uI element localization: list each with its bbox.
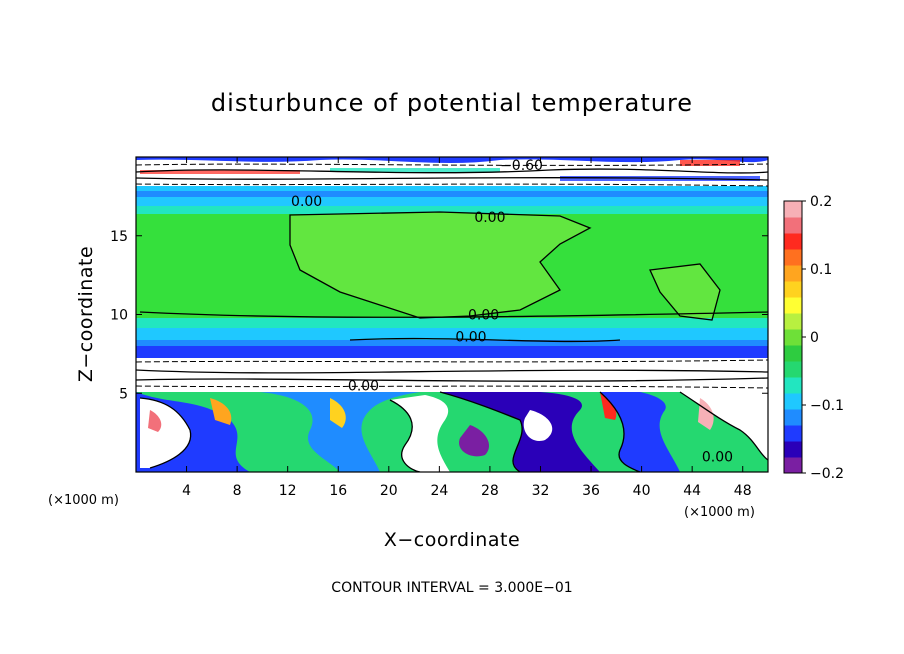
x-tick-label: 20 <box>380 483 398 499</box>
colorbar-segment <box>784 361 802 378</box>
colorbar-segment <box>784 201 802 218</box>
colorbar-segment <box>784 409 802 426</box>
contour-interval-text: CONTOUR INTERVAL = 3.000E−01 <box>331 580 572 596</box>
x-tick-label: 24 <box>430 483 448 499</box>
contour-lines <box>136 168 768 472</box>
contour-label: 0.00 <box>702 449 733 465</box>
x-tick-label: 44 <box>683 483 701 499</box>
colorbar-segment <box>784 233 802 250</box>
colorbar-tick-label: 0 <box>810 330 819 346</box>
contour-label: 0.00 <box>474 210 505 226</box>
plot-area: 0.00 0.00 0.00 0.00 0.00 0.00 −0.60 <box>136 157 768 472</box>
x-tick-label: 8 <box>233 483 242 499</box>
y-tick-label: 10 <box>110 308 128 324</box>
y-tick-label: 15 <box>110 229 128 245</box>
colorbar-segment <box>784 393 802 410</box>
x-tick-label: 12 <box>279 483 297 499</box>
contour-label: 0.00 <box>348 378 379 394</box>
colorbar-segment <box>784 377 802 394</box>
y-unit-label: (×1000 m) <box>48 493 119 508</box>
contour-label: −0.60 <box>500 158 543 174</box>
x-unit-label: (×1000 m) <box>684 505 755 520</box>
y-axis-label: Z−coordinate <box>75 246 97 382</box>
colorbar-segment <box>784 441 802 458</box>
colorbar: 0.2 0.1 0 −0.1 −0.2 <box>783 194 844 482</box>
colorbar-segment <box>784 425 802 442</box>
x-tick-label: 16 <box>329 483 347 499</box>
contour-labels: 0.00 0.00 0.00 0.00 0.00 0.00 −0.60 <box>291 158 733 465</box>
x-tick-label: 48 <box>734 483 752 499</box>
contour-label: 0.00 <box>468 308 499 324</box>
colorbar-tick-label: 0.1 <box>810 262 832 278</box>
colorbar-segment <box>784 265 802 282</box>
colorbar-segment <box>784 281 802 298</box>
colorbar-tick-label: −0.1 <box>810 398 844 414</box>
colorbar-segment <box>784 457 802 474</box>
colorbar-tick-label: 0.2 <box>810 194 832 210</box>
x-tick-label: 36 <box>582 483 600 499</box>
negative-contours <box>136 163 768 389</box>
colorbar-segment <box>784 249 802 266</box>
contour-label: 0.00 <box>455 330 486 346</box>
y-axis: 5 10 15 <box>110 229 768 402</box>
chart-title: disturbunce of potential temperature <box>211 89 693 117</box>
colorbar-segment <box>784 297 802 314</box>
x-tick-label: 4 <box>182 483 191 499</box>
colorbar-segment <box>784 345 802 362</box>
x-axis-label: X−coordinate <box>384 529 520 551</box>
colorbar-segment <box>784 217 802 234</box>
y-tick-label: 5 <box>119 386 128 402</box>
colorbar-tick-label: −0.2 <box>810 466 844 482</box>
x-tick-label: 32 <box>532 483 550 499</box>
colorbar-segment <box>784 329 802 346</box>
colorbar-segment <box>784 313 802 330</box>
contour-label: 0.00 <box>291 194 322 210</box>
x-tick-label: 40 <box>633 483 651 499</box>
x-tick-label: 28 <box>481 483 499 499</box>
x-axis: 4 8 12 16 20 24 28 32 36 40 44 48 <box>182 157 752 499</box>
